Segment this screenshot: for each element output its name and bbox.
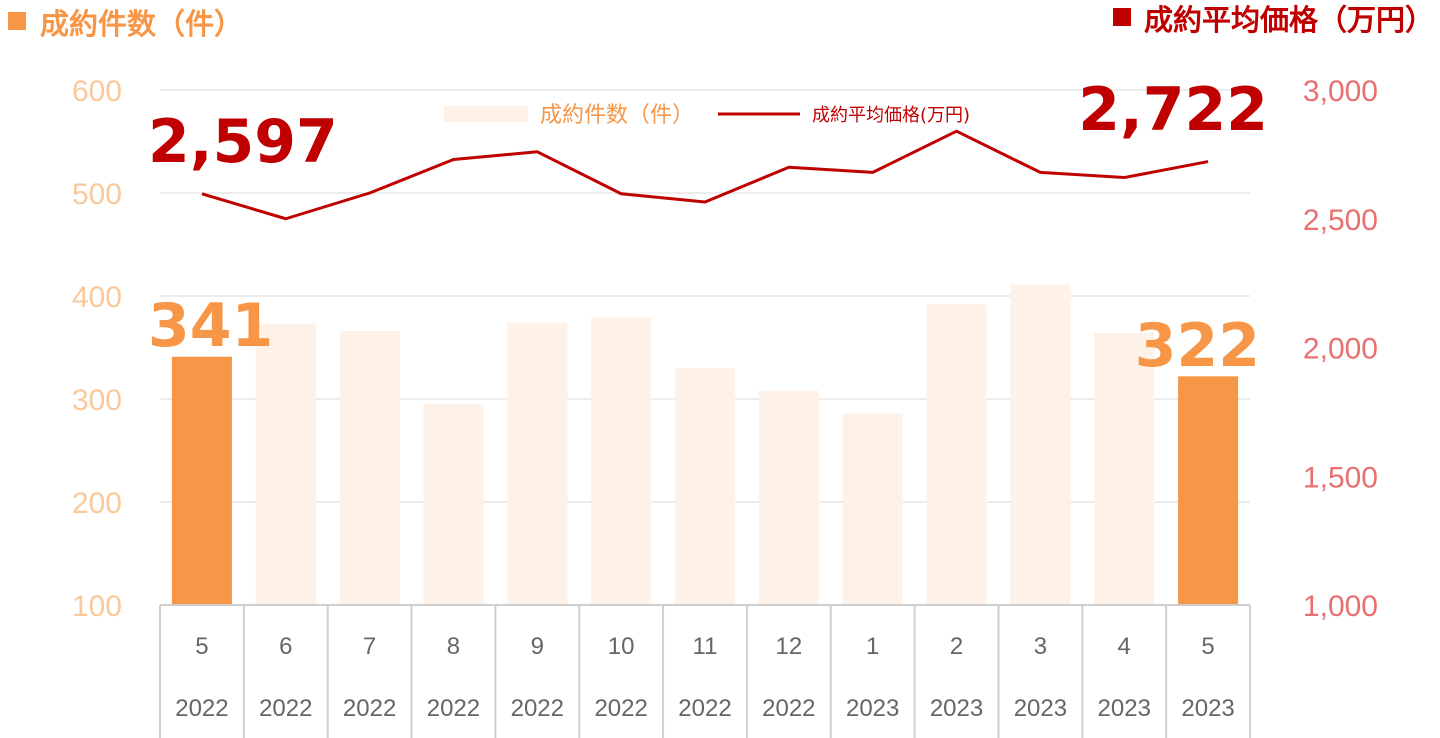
right-tick-label: 1,000 [1303, 590, 1378, 623]
bar [423, 404, 484, 605]
x-tick-label-year: 2023 [1181, 695, 1234, 722]
bar [842, 413, 903, 605]
x-tick-label-year: 2022 [259, 695, 312, 722]
left-tick-label: 200 [72, 487, 122, 520]
x-tick-label-year: 2022 [175, 695, 228, 722]
x-tick-label-month: 11 [693, 633, 718, 660]
left-tick-label: 100 [72, 590, 122, 623]
bar [675, 368, 735, 605]
right-axis: 1,000 1,500 2,000 2,500 3,000 [1303, 75, 1378, 623]
bar [171, 356, 232, 605]
x-tick-label-year: 2022 [678, 695, 731, 722]
bar-series [171, 284, 1239, 605]
bar [926, 304, 987, 605]
left-tick-label: 600 [72, 75, 122, 108]
price-line [201, 129, 1209, 221]
left-header-swatch [8, 12, 26, 30]
callout-line-last: 2,722 [1078, 75, 1268, 145]
callout-bar-last: 322 [1135, 311, 1260, 381]
left-tick-label: 400 [72, 281, 122, 314]
x-tick-label-year: 2022 [343, 695, 396, 722]
x-tick-label-month: 8 [447, 633, 460, 660]
x-tick-label-year: 2022 [427, 695, 480, 722]
x-tick-label-month: 3 [1034, 633, 1047, 660]
legend-line-label: 成約平均価格(万円) [812, 105, 970, 126]
right-tick-label: 2,500 [1303, 204, 1378, 237]
right-tick-label: 1,500 [1303, 461, 1378, 494]
bar [1178, 376, 1239, 605]
x-tick-label-month: 9 [531, 633, 544, 660]
callout-line-first: 2,597 [148, 107, 338, 177]
legend-bar-swatch [444, 106, 528, 122]
left-axis-title: 成約件数（件） [40, 7, 243, 41]
x-tick-label-month: 12 [775, 633, 802, 660]
x-tick-label-year: 2023 [1014, 695, 1067, 722]
bar [1010, 284, 1071, 605]
x-tick-label-year: 2023 [846, 695, 899, 722]
x-tick-label-month: 5 [1201, 633, 1214, 660]
line-series [201, 129, 1209, 221]
x-tick-label-month: 7 [363, 633, 376, 660]
bar [339, 331, 400, 605]
right-tick-label: 2,000 [1303, 333, 1378, 366]
x-tick-label-month: 2 [950, 633, 963, 660]
left-tick-label: 300 [72, 384, 122, 417]
left-tick-label: 500 [72, 178, 122, 211]
bar [255, 323, 316, 605]
right-header-swatch [1113, 8, 1131, 26]
bar [758, 390, 819, 605]
x-tick-label-year: 2023 [930, 695, 983, 722]
right-tick-label: 3,000 [1303, 75, 1378, 108]
x-tick-label-year: 2023 [1098, 695, 1151, 722]
category-axis-table: 5202262022720228202292022102022112022122… [159, 604, 1251, 738]
left-axis: 100 200 300 400 500 600 [72, 75, 122, 623]
bar [591, 317, 652, 605]
x-tick-label-year: 2022 [762, 695, 815, 722]
x-tick-label-month: 1 [866, 633, 879, 660]
right-axis-title: 成約平均価格（万円） [1144, 3, 1434, 37]
x-tick-label-month: 4 [1118, 633, 1131, 660]
x-tick-label-month: 6 [279, 633, 292, 660]
bar [507, 322, 568, 605]
x-tick-label-month: 10 [608, 633, 635, 660]
callout-bar-first: 341 [148, 291, 273, 361]
x-tick-label-year: 2022 [594, 695, 647, 722]
x-tick-label-year: 2022 [511, 695, 564, 722]
legend-bar-label: 成約件数（件） [540, 103, 694, 128]
x-tick-label-month: 5 [195, 633, 208, 660]
bar [1094, 333, 1155, 605]
